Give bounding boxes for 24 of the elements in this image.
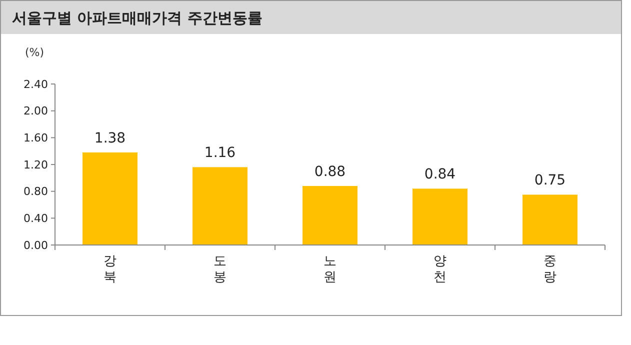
y-tick-label: 0.00 [24,238,48,252]
bar [82,152,138,245]
data-label: 1.16 [204,145,236,162]
y-axis-title: (%) [25,46,44,59]
bar [522,194,578,245]
x-tick-label: 도봉 [214,254,226,285]
bar [192,167,248,245]
data-label: 0.75 [534,172,566,189]
data-label: 0.84 [424,166,456,183]
x-tick-label: 노원 [324,254,336,285]
x-tick-label: 양천 [434,254,446,285]
y-tick-label: 1.20 [24,158,48,172]
y-tick-label: 1.60 [24,132,48,145]
bar [412,188,468,245]
y-tick-label: 2.00 [24,104,48,118]
y-tick-label: 2.40 [24,78,48,91]
bar [302,186,358,245]
data-label: 1.38 [94,130,126,146]
data-label: 0.88 [314,164,346,180]
chart-title: 서울구별 아파트매매가격 주간변동률 [12,9,262,27]
y-tick-label: 0.40 [24,212,48,226]
x-tick-label: 중랑 [544,254,556,285]
y-tick-label: 0.80 [24,185,48,198]
x-tick-label: 강북 [104,254,116,285]
